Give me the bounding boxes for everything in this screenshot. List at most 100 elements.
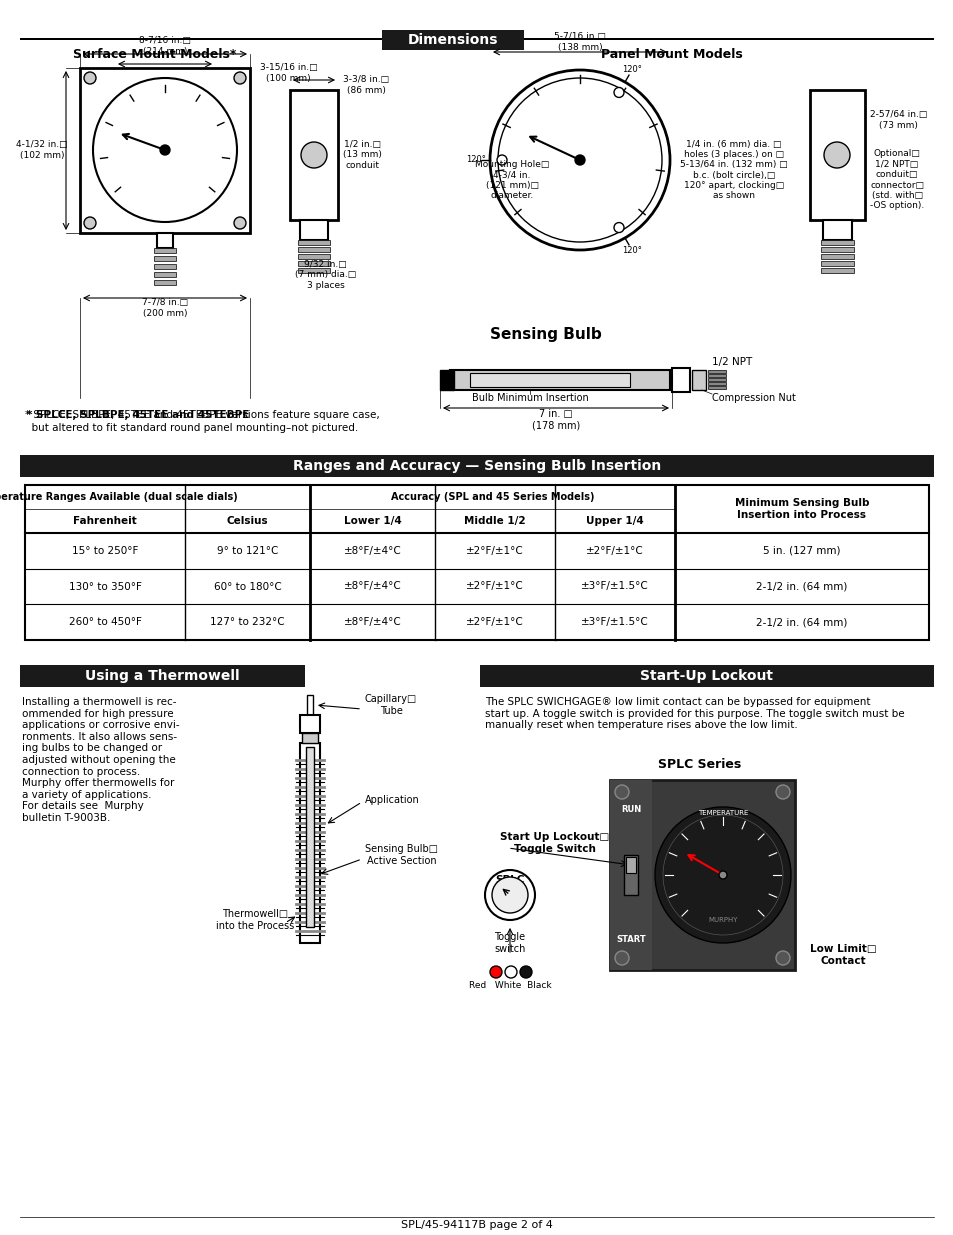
Text: Accuracy (SPL and 45 Series Models): Accuracy (SPL and 45 Series Models) bbox=[391, 492, 594, 501]
Bar bbox=[625, 857, 636, 873]
Circle shape bbox=[614, 222, 623, 232]
Text: TEMPERATURE: TEMPERATURE bbox=[697, 810, 747, 816]
Text: Lower 1/4: Lower 1/4 bbox=[343, 516, 401, 526]
Circle shape bbox=[662, 815, 782, 935]
Bar bbox=[299, 715, 319, 734]
Bar bbox=[302, 734, 317, 743]
Text: 7-7/8 in.□
(200 mm): 7-7/8 in.□ (200 mm) bbox=[142, 299, 188, 317]
Text: ±3°F/±1.5°C: ±3°F/±1.5°C bbox=[580, 618, 648, 627]
Text: 120°: 120° bbox=[621, 65, 641, 74]
Text: ±8°F/±4°C: ±8°F/±4°C bbox=[343, 546, 401, 556]
Text: ±8°F/±4°C: ±8°F/±4°C bbox=[343, 618, 401, 627]
Bar bbox=[297, 247, 330, 252]
Circle shape bbox=[490, 966, 501, 978]
Bar bbox=[479, 664, 933, 687]
Circle shape bbox=[84, 217, 96, 228]
Text: Upper 1/4: Upper 1/4 bbox=[585, 516, 643, 526]
Text: Dimensions: Dimensions bbox=[407, 33, 497, 47]
Text: The SPLC SWICHGAGE® low limit contact can be bypassed for equipment
start up. A : The SPLC SWICHGAGE® low limit contact ca… bbox=[484, 697, 903, 730]
Text: Start Up Lockout□
Toggle Switch: Start Up Lockout□ Toggle Switch bbox=[499, 832, 609, 853]
Text: Surface Mount Models*: Surface Mount Models* bbox=[73, 48, 236, 62]
Text: ±2°F/±1°C: ±2°F/±1°C bbox=[466, 582, 523, 592]
Circle shape bbox=[575, 156, 584, 165]
Bar bbox=[623, 855, 638, 895]
Text: Sensing Bulb□
Active Section: Sensing Bulb□ Active Section bbox=[365, 845, 437, 866]
Bar bbox=[822, 220, 851, 240]
Text: 5 in. (127 mm): 5 in. (127 mm) bbox=[762, 546, 840, 556]
Text: 2-1/2 in. (64 mm): 2-1/2 in. (64 mm) bbox=[756, 582, 847, 592]
Circle shape bbox=[615, 785, 628, 799]
Bar bbox=[609, 781, 651, 969]
Text: Using a Thermowell: Using a Thermowell bbox=[85, 669, 239, 683]
Bar bbox=[381, 30, 523, 49]
Text: 4-1/32 in.□
(102 mm): 4-1/32 in.□ (102 mm) bbox=[16, 141, 68, 159]
Text: ±2°F/±1°C: ±2°F/±1°C bbox=[466, 618, 523, 627]
Bar bbox=[821, 254, 853, 259]
Bar bbox=[609, 781, 794, 969]
Circle shape bbox=[84, 72, 96, 84]
Bar bbox=[809, 90, 864, 220]
Text: 5-7/16 in.□
(138 mm): 5-7/16 in.□ (138 mm) bbox=[554, 32, 605, 52]
Text: Bulb Minimum Insertion: Bulb Minimum Insertion bbox=[471, 393, 588, 403]
Text: 15° to 250°F: 15° to 250°F bbox=[71, 546, 138, 556]
Text: ±8°F/±4°C: ±8°F/±4°C bbox=[343, 582, 401, 592]
Bar bbox=[297, 254, 330, 259]
Bar bbox=[470, 373, 629, 387]
Bar bbox=[306, 747, 314, 927]
Text: 2-57/64 in.□
(73 mm): 2-57/64 in.□ (73 mm) bbox=[869, 110, 926, 130]
Bar bbox=[153, 264, 175, 269]
Circle shape bbox=[484, 869, 535, 920]
Text: 9/32 in.□
(7 mm) dia.□
3 places: 9/32 in.□ (7 mm) dia.□ 3 places bbox=[294, 261, 355, 290]
Text: Mounting Hole□
4-3/4 in.
(121 mm)□
diameter.: Mounting Hole□ 4-3/4 in. (121 mm)□ diame… bbox=[475, 159, 549, 200]
Bar bbox=[153, 280, 175, 285]
Bar bbox=[157, 233, 172, 248]
Circle shape bbox=[655, 806, 790, 944]
Bar bbox=[821, 261, 853, 266]
Text: 120°: 120° bbox=[466, 156, 485, 164]
Circle shape bbox=[233, 72, 246, 84]
Text: Start-Up Lockout: Start-Up Lockout bbox=[639, 669, 773, 683]
Text: 60° to 180°C: 60° to 180°C bbox=[213, 582, 281, 592]
Text: * SPLCE, SPLBPE, 45TEE and 45TEBPE versions feature square case,: * SPLCE, SPLBPE, 45TEE and 45TEBPE versi… bbox=[25, 410, 379, 420]
Circle shape bbox=[160, 144, 170, 156]
Text: Toggle
switch: Toggle switch bbox=[494, 932, 525, 953]
Bar bbox=[450, 370, 669, 390]
Text: 3-3/8 in.□
(86 mm): 3-3/8 in.□ (86 mm) bbox=[343, 75, 389, 95]
Bar bbox=[290, 90, 337, 220]
Bar bbox=[153, 256, 175, 261]
Text: ±3°F/±1.5°C: ±3°F/±1.5°C bbox=[580, 582, 648, 592]
Circle shape bbox=[823, 142, 849, 168]
Bar bbox=[707, 382, 725, 385]
Circle shape bbox=[497, 156, 506, 165]
Text: ±2°F/±1°C: ±2°F/±1°C bbox=[585, 546, 643, 556]
Bar bbox=[297, 261, 330, 266]
Circle shape bbox=[614, 88, 623, 98]
Text: but altered to fit standard round panel mounting–not pictured.: but altered to fit standard round panel … bbox=[25, 424, 358, 433]
Bar bbox=[80, 68, 250, 233]
Text: 260° to 450°F: 260° to 450°F bbox=[69, 618, 141, 627]
Text: Fahrenheit: Fahrenheit bbox=[73, 516, 136, 526]
Circle shape bbox=[775, 785, 789, 799]
Text: 7 in. □
(178 mm): 7 in. □ (178 mm) bbox=[532, 409, 579, 431]
Circle shape bbox=[519, 966, 532, 978]
Bar bbox=[307, 695, 313, 715]
Circle shape bbox=[490, 70, 669, 249]
Text: Application: Application bbox=[365, 795, 419, 805]
Text: Installing a thermowell is rec-
ommended for high pressure
applications or corro: Installing a thermowell is rec- ommended… bbox=[22, 697, 179, 823]
Text: Optional□
1/2 NPT□
conduit□
connector□
(std. with□
-OS option).: Optional□ 1/2 NPT□ conduit□ connector□ (… bbox=[869, 149, 923, 210]
Bar bbox=[439, 370, 454, 390]
Text: Capillary□
Tube: Capillary□ Tube bbox=[365, 694, 416, 716]
Text: Minimum Sensing Bulb
Insertion into Process: Minimum Sensing Bulb Insertion into Proc… bbox=[734, 498, 868, 520]
Circle shape bbox=[504, 966, 517, 978]
Bar bbox=[297, 240, 330, 245]
Bar bbox=[671, 368, 689, 391]
Text: Panel Mount Models: Panel Mount Models bbox=[600, 48, 742, 62]
Text: Sensing Bulb: Sensing Bulb bbox=[490, 327, 601, 342]
Text: Ranges and Accuracy — Sensing Bulb Insertion: Ranges and Accuracy — Sensing Bulb Inser… bbox=[293, 459, 660, 473]
Text: 1/2 in.□
(13 mm)
conduit: 1/2 in.□ (13 mm) conduit bbox=[343, 140, 381, 170]
Bar bbox=[20, 664, 305, 687]
Bar bbox=[821, 240, 853, 245]
Bar bbox=[821, 247, 853, 252]
Text: SPLC Series: SPLC Series bbox=[658, 758, 740, 772]
Circle shape bbox=[92, 78, 236, 222]
